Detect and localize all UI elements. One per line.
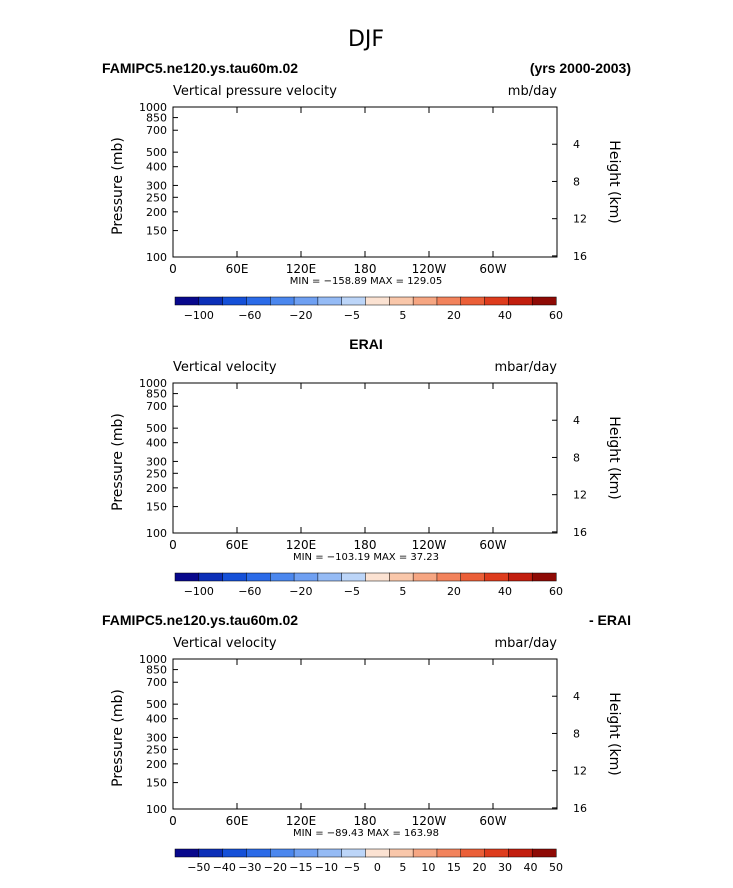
- colorbar-bin: [198, 296, 224, 306]
- y-left-tick-label: 700: [146, 124, 167, 137]
- colorbar-tick-label: −60: [238, 309, 261, 322]
- panel-title-center: ERAI: [349, 336, 382, 352]
- stats-label: MIN = −158.89 MAX = 129.05: [290, 276, 442, 287]
- colorbar-bin: [317, 296, 343, 306]
- y-left-tick-label: 150: [146, 225, 167, 238]
- x-tick-label: 0: [169, 262, 177, 276]
- plot-frame: [172, 106, 558, 258]
- y-left-tick-label: 100: [146, 251, 167, 264]
- colorbar-tick-label: 5: [399, 309, 406, 322]
- colorbar-bin: [174, 296, 200, 306]
- panels: FAMIPC5.ne120.ys.tau60m.02 (yrs 2000-2003…: [102, 60, 631, 874]
- x-tick-label: 60E: [226, 262, 249, 276]
- colorbar-tick-label: 60: [549, 309, 563, 322]
- colorbar-bin: [484, 296, 509, 306]
- y-left-tick-label: 200: [146, 206, 167, 219]
- colorbar-bin: [293, 296, 319, 306]
- y-right-axis-label: Height (km): [606, 140, 622, 223]
- variable-label: Vertical velocity: [173, 360, 277, 375]
- panel-title-left: FAMIPC5.ne120.ys.tau60m.02: [102, 60, 298, 76]
- y-left-tick-label: 500: [146, 146, 167, 159]
- y-right-tick-label: 12: [573, 213, 587, 226]
- season-title: DJF: [348, 27, 384, 52]
- colorbar-bin: [412, 296, 438, 306]
- colorbar-bin: [341, 296, 367, 306]
- y-left-tick-label: 1000: [139, 101, 167, 114]
- colorbar-tick-label: −20: [289, 309, 312, 322]
- y-left-tick-label: 300: [146, 179, 167, 192]
- y-left-tick-label: 400: [146, 161, 167, 174]
- panel-model: FAMIPC5.ne120.ys.tau60m.02 (yrs 2000-2003…: [102, 60, 631, 322]
- x-tick-label: 60W: [479, 262, 506, 276]
- y-left-axis-label: Pressure (mb): [110, 137, 126, 235]
- panel-title-right: (yrs 2000-2003): [530, 60, 631, 76]
- units-label: mb/day: [508, 84, 558, 99]
- colorbar-tick-label: −5: [344, 309, 360, 322]
- colorbar-bin: [222, 296, 247, 306]
- colorbar-tick-label: 40: [498, 309, 512, 322]
- y-right-tick-label: 4: [573, 138, 580, 151]
- colorbar-tick-label: 20: [447, 309, 461, 322]
- y-left-tick-label: 250: [146, 191, 167, 204]
- x-tick-label: 120E: [286, 262, 317, 276]
- colorbar-bin: [389, 296, 414, 306]
- colorbar-bin: [436, 296, 462, 306]
- y-right-tick-label: 8: [573, 175, 580, 188]
- x-tick-label: 120W: [412, 262, 447, 276]
- x-tick-label: 180: [354, 262, 377, 276]
- colorbar-bin: [246, 296, 271, 306]
- colorbar-bin: [531, 296, 557, 306]
- variable-label: Vertical pressure velocity: [173, 84, 337, 99]
- colorbar-bin: [270, 296, 295, 306]
- colorbar-bin: [460, 296, 486, 306]
- units-label: mbar/day: [494, 360, 557, 375]
- colorbar-tick-label: −100: [184, 309, 214, 322]
- y-left-tick-label: 850: [146, 112, 167, 125]
- colorbar-bin: [508, 296, 533, 306]
- colorbar-bin: [365, 296, 390, 306]
- y-right-tick-label: 16: [573, 250, 587, 263]
